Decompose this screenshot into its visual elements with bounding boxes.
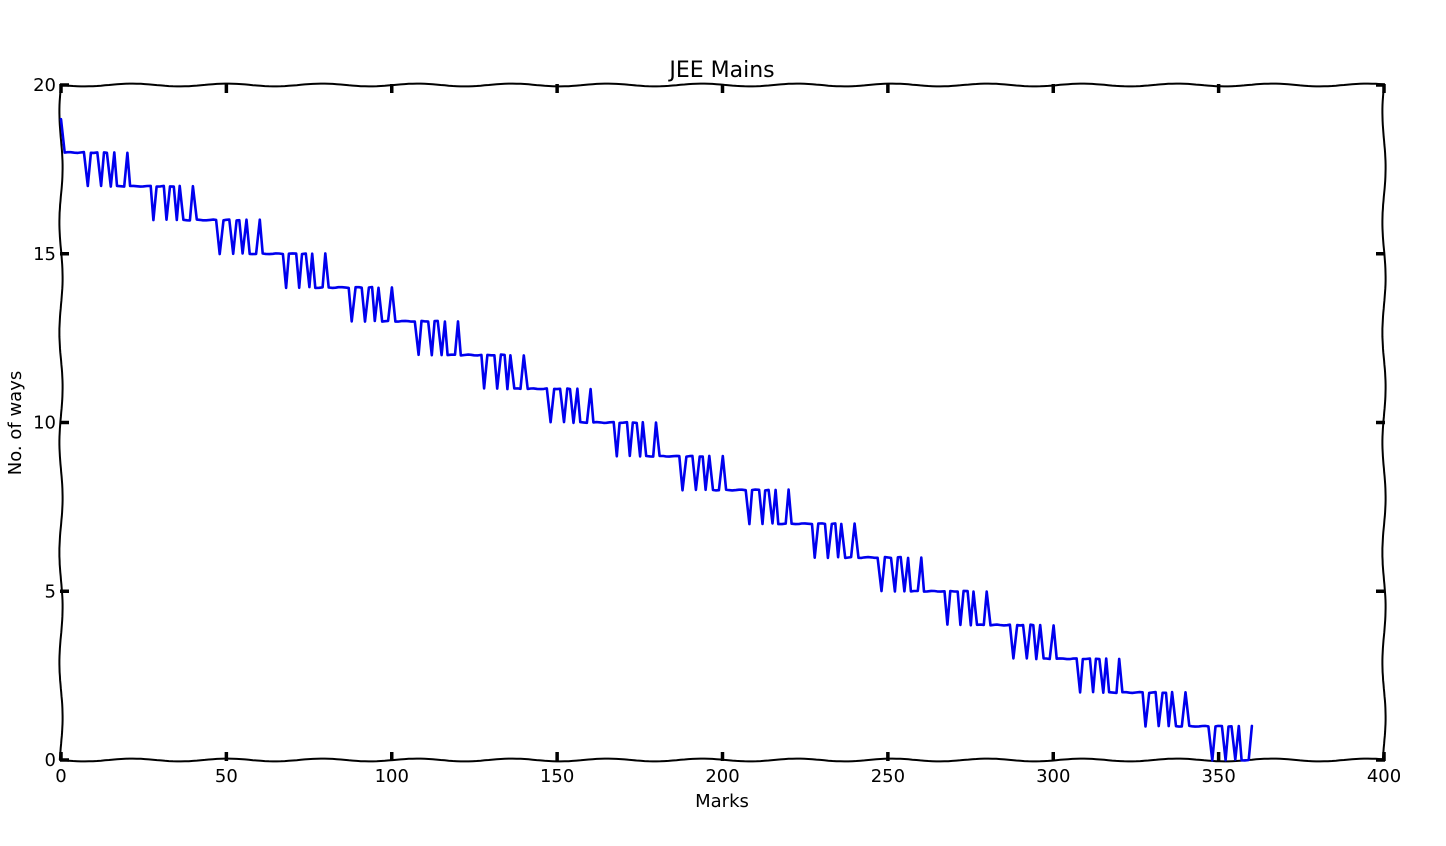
x-tick-label: 100 — [375, 766, 409, 787]
x-tick-label: 400 — [1367, 766, 1401, 787]
plot-frame — [58, 82, 1387, 763]
chart-title: JEE Mains — [667, 58, 774, 83]
y-axis-label: No. of ways — [5, 371, 26, 475]
x-tick-labels: 0 50 100 150 200 250 300 350 400 — [55, 766, 1401, 787]
x-tick-label: 350 — [1201, 766, 1235, 787]
y-tick-label: 0 — [45, 750, 56, 771]
x-tick-label: 250 — [871, 766, 905, 787]
x-tick-label: 0 — [55, 766, 66, 787]
axis-ticks — [59, 83, 1386, 762]
y-tick-label: 15 — [33, 244, 56, 265]
series-line — [59, 117, 1254, 762]
y-tick-label: 10 — [33, 413, 56, 434]
y-tick-label: 5 — [45, 581, 56, 602]
y-tick-label: 20 — [33, 75, 56, 96]
x-axis-label: Marks — [695, 791, 749, 812]
x-tick-label: 50 — [215, 766, 238, 787]
x-tick-label: 300 — [1036, 766, 1070, 787]
y-tick-labels: 0 5 10 15 20 — [33, 75, 56, 771]
x-tick-label: 200 — [705, 766, 739, 787]
x-tick-label: 150 — [540, 766, 574, 787]
